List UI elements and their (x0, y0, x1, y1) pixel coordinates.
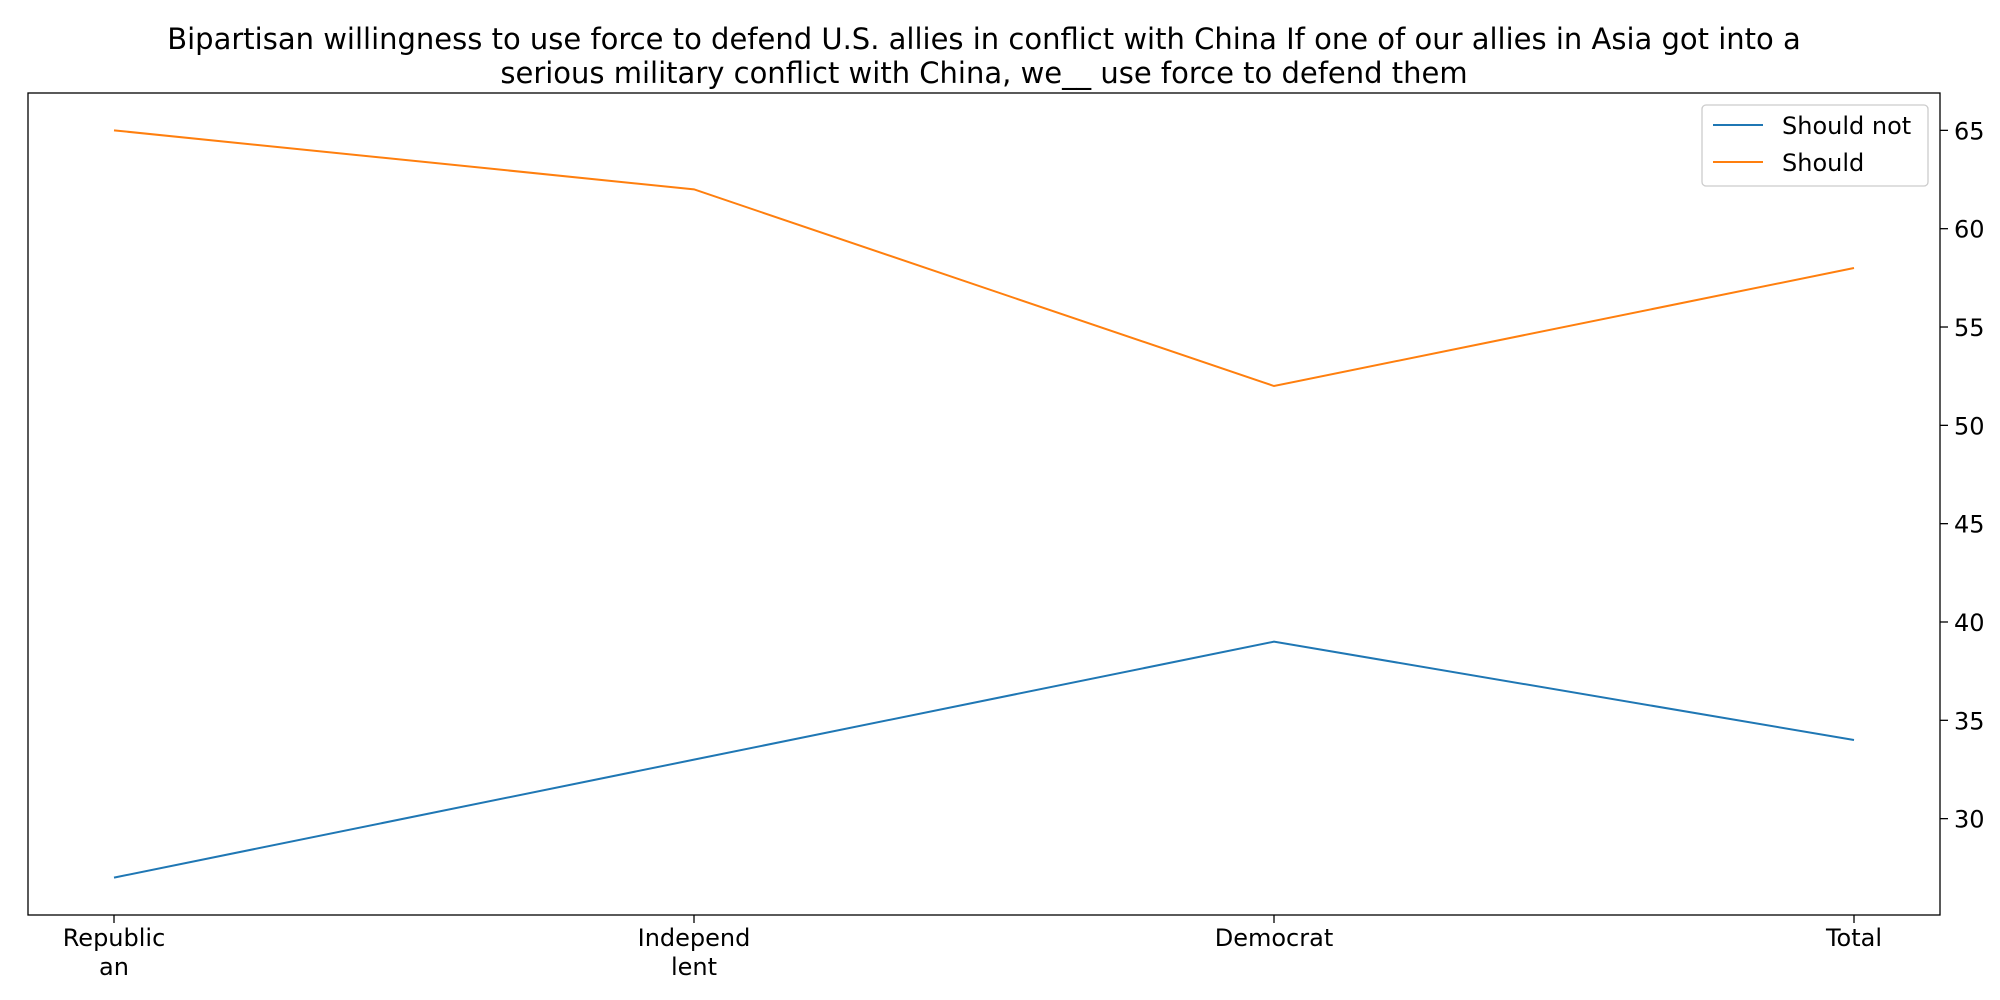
y-tick-label: 65 (1954, 117, 1985, 145)
plot-frame (27, 92, 1941, 916)
y-tick-label: 30 (1954, 806, 1985, 834)
y-tick-label: 50 (1954, 412, 1985, 440)
x-tick-label: an (99, 953, 129, 981)
y-tick-label: 45 (1954, 511, 1985, 539)
y-axis: 30 35 40 45 50 55 60 65 (1940, 117, 1985, 834)
legend-label: Should not (1782, 112, 1911, 140)
y-tick-label: 55 (1954, 314, 1985, 342)
chart-title-line: serious military conflict with China, we… (500, 56, 1467, 90)
series-lines (113, 129, 1855, 879)
series-line-0 (113, 640, 1855, 879)
y-tick-label: 35 (1954, 707, 1985, 735)
x-tick-label: Total (1825, 924, 1882, 952)
chart-title: Bipartisan willingness to use force to d… (167, 22, 1801, 90)
x-tick-label: Republic (63, 924, 166, 952)
y-tick-label: 40 (1954, 609, 1985, 637)
x-tick-label: Independ (638, 924, 751, 952)
legend-label: Should (1782, 149, 1864, 177)
chart-title-line: Bipartisan willingness to use force to d… (167, 22, 1801, 56)
y-tick-label: 60 (1954, 216, 1985, 244)
legend: Should not Should (1701, 104, 1929, 187)
x-tick-label: lent (671, 953, 717, 981)
series-line-1 (113, 129, 1855, 388)
x-tick-label: Democrat (1215, 924, 1334, 952)
